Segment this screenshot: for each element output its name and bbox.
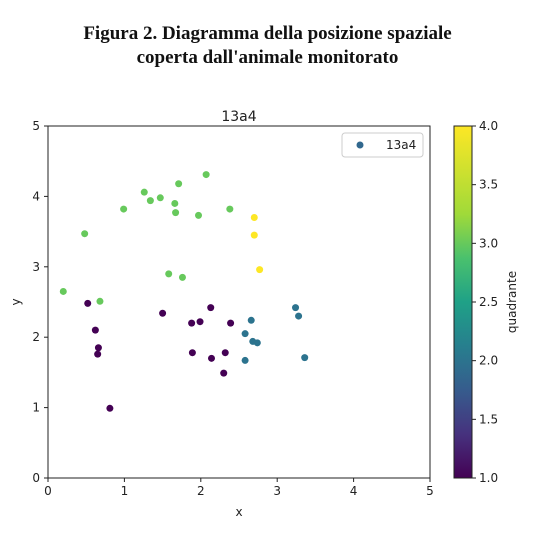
data-point (188, 319, 196, 327)
colorbar-label: quadrante (505, 271, 519, 333)
legend-label: 13a4 (386, 138, 416, 152)
colorbar-tick-label: 2.0 (479, 354, 498, 368)
x-tick-label: 0 (44, 484, 52, 498)
data-point (171, 199, 179, 207)
y-tick-label: 2 (32, 330, 40, 344)
data-point (172, 209, 180, 217)
y-tick-label: 1 (32, 401, 40, 415)
caption-line-2: coperta dall'animale monitorato (136, 47, 399, 68)
data-point (226, 205, 234, 213)
data-point (156, 194, 164, 202)
y-tick-label: 4 (32, 189, 40, 203)
y-axis-label: y (9, 298, 23, 305)
data-point (247, 316, 255, 324)
data-point (295, 312, 303, 320)
data-point (250, 231, 258, 239)
colorbar-tick-label: 3.5 (479, 178, 498, 192)
y-axis-ticks: 0 1 2 3 4 5 (32, 119, 48, 485)
legend-box (341, 132, 424, 158)
data-point (220, 369, 228, 377)
data-point (96, 297, 104, 305)
chart-title: 13a4 (221, 109, 256, 125)
data-point (253, 339, 261, 347)
data-point (221, 349, 229, 357)
caption-line-1: Figura 2. Diagramma della posizione spaz… (83, 23, 452, 44)
points-layer (59, 171, 309, 412)
data-point (165, 270, 173, 278)
x-axis-label: x (235, 505, 242, 519)
data-point (292, 304, 300, 312)
data-point (106, 404, 114, 412)
x-tick-label: 2 (197, 484, 205, 498)
colorbar-tick-label: 3.0 (479, 236, 498, 250)
data-point (207, 354, 215, 362)
y-tick-label: 0 (32, 471, 40, 485)
data-point (195, 211, 203, 219)
x-tick-label: 4 (350, 484, 358, 498)
data-point (207, 304, 215, 312)
data-point (91, 326, 99, 334)
data-point (159, 309, 167, 317)
plot-frame (47, 125, 431, 479)
colorbar-tick-label: 4.0 (479, 119, 498, 133)
y-tick-label: 3 (32, 260, 40, 274)
data-point (81, 230, 89, 238)
legend-marker (356, 141, 364, 149)
data-point (94, 344, 102, 352)
x-tick-label: 3 (273, 484, 281, 498)
colorbar-tick-label: 1.0 (479, 471, 498, 485)
data-point (178, 273, 186, 281)
colorbar-tick-label: 1.5 (479, 412, 498, 426)
data-point (94, 350, 102, 358)
data-point (188, 349, 196, 357)
data-point (140, 188, 148, 196)
data-point (256, 266, 264, 274)
data-point (301, 354, 309, 362)
data-point (175, 180, 183, 188)
y-tick-label: 5 (32, 119, 40, 133)
data-point (59, 287, 67, 295)
x-tick-label: 5 (426, 484, 434, 498)
data-point (120, 205, 128, 213)
data-point (241, 356, 249, 364)
x-axis-ticks: 0 1 2 3 4 5 (44, 478, 434, 498)
data-point (196, 318, 204, 326)
data-point (84, 299, 92, 307)
data-point (250, 214, 258, 222)
data-point (202, 171, 210, 179)
legend: 13a4 (341, 132, 424, 158)
data-point (227, 319, 235, 327)
colorbar-ticks: 1.0 1.5 2.0 2.5 3.0 3.5 4.0 (472, 119, 498, 485)
data-point (241, 330, 249, 338)
data-point (146, 197, 154, 205)
colorbar (453, 125, 473, 479)
x-tick-label: 1 (121, 484, 129, 498)
figure-caption: Figura 2. Diagramma della posizione spaz… (0, 22, 535, 70)
colorbar-tick-label: 2.5 (479, 295, 498, 309)
